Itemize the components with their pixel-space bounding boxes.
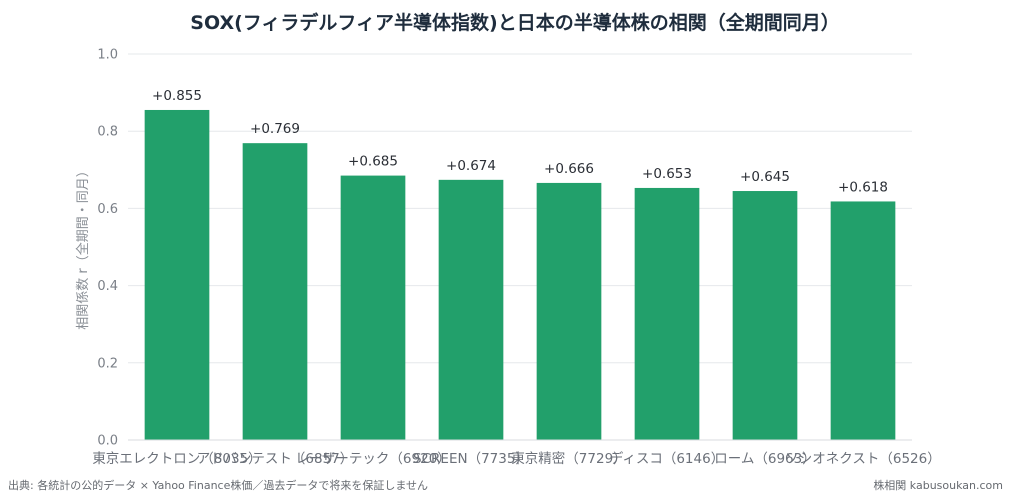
bar (830, 201, 896, 440)
data-labels: +0.855 +0.769 +0.685 +0.674 +0.666 +0.653 +0.6… (152, 88, 888, 195)
x-tick-label: ローム（6963） (714, 451, 815, 467)
bar (536, 182, 602, 440)
data-label: +0.666 (544, 161, 594, 177)
x-tick-label: 東京精密（7729） (511, 450, 626, 467)
data-label: +0.855 (152, 88, 202, 104)
bar (438, 179, 504, 440)
bar (340, 175, 406, 440)
y-axis-label: 相関係数 r（全期間・同月） (75, 164, 91, 329)
bars (144, 109, 896, 440)
data-label: +0.674 (446, 158, 496, 174)
x-tick-label: ディスコ（6146） (610, 450, 724, 467)
y-tick-label: 0.4 (97, 279, 118, 294)
data-label: +0.645 (740, 169, 790, 185)
bar (144, 109, 210, 440)
x-tick-label: レーザーテック（6920） (295, 451, 451, 467)
y-tick-label: 1.0 (97, 48, 118, 63)
bar (634, 187, 700, 440)
y-tick-label: 0.2 (97, 356, 118, 371)
data-label: +0.769 (250, 121, 300, 137)
footer-source: 出典: 各統計の公的データ × Yahoo Finance株価／過去データで将来… (8, 478, 428, 492)
bar (242, 143, 308, 440)
y-axis-ticks: 0.0 0.2 0.4 0.6 0.8 1.0 (97, 48, 118, 449)
x-tick-label: ソシオネクスト（6526） (785, 451, 940, 467)
bar (732, 191, 798, 440)
y-tick-label: 0.8 (97, 125, 118, 140)
data-label: +0.685 (348, 154, 398, 170)
y-tick-label: 0.6 (97, 202, 118, 217)
data-label: +0.618 (838, 179, 888, 195)
data-label: +0.653 (642, 166, 692, 182)
x-axis-ticks: 東京エレクトロン（8035）アドバンテスト（6857）レーザーテック（6920）… (92, 450, 940, 467)
y-tick-label: 0.0 (97, 434, 118, 449)
x-tick-label: 東京エレクトロン（8035） (92, 451, 261, 467)
footer-brand: 株相関 kabusoukan.com (873, 478, 1003, 492)
chart-title: SOX(フィラデルフィア半導体指数)と日本の半導体株の相関（全期間同月） (190, 11, 839, 34)
x-tick-label: アドバンテスト（6857） (197, 451, 354, 467)
x-tick-label: SCREEN（7735） (413, 451, 529, 467)
